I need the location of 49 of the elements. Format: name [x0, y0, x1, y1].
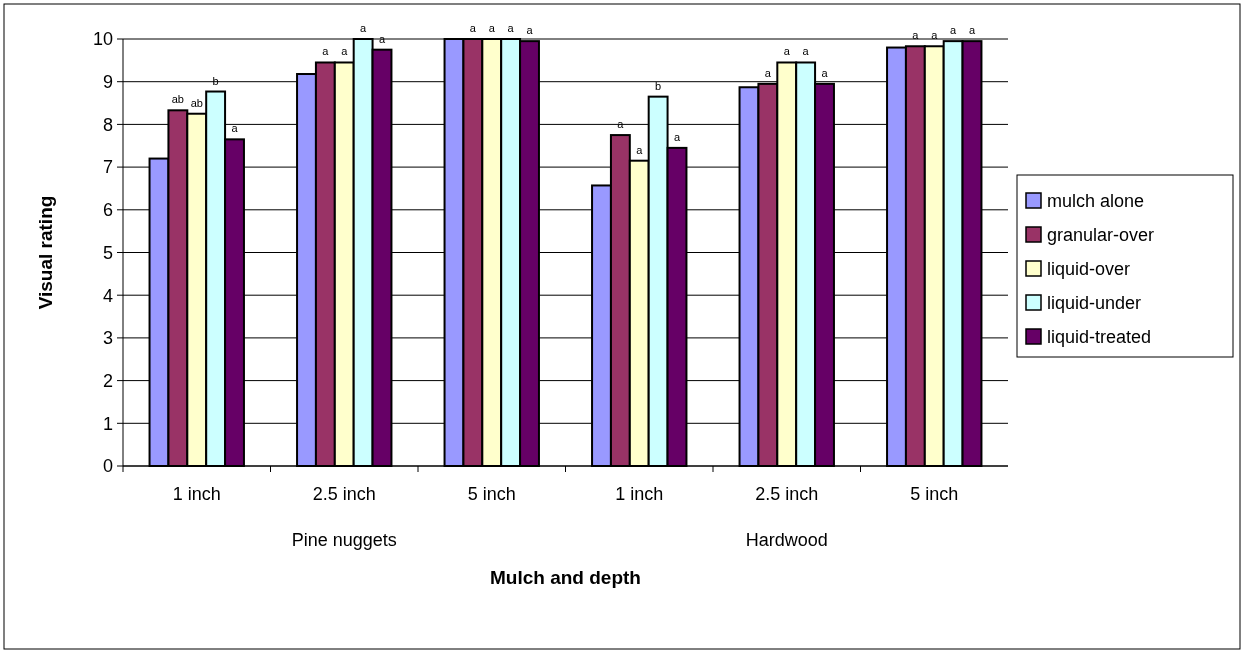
data-label: ab	[190, 96, 203, 109]
y-tick-label: 4	[102, 285, 113, 306]
data-label: a	[341, 45, 349, 58]
y-tick-label: 3	[102, 328, 113, 349]
data-label: a	[322, 45, 330, 58]
y-tick-label: 7	[102, 157, 113, 178]
y-tick-label: 5	[102, 242, 113, 263]
data-label: a	[231, 122, 239, 135]
data-label: b	[212, 74, 219, 87]
data-label: a	[507, 22, 515, 34]
legend-label: liquid-treated	[1047, 327, 1152, 348]
text: Pine nuggets	[291, 530, 397, 550]
x-tick-label: 2.5 inch	[755, 484, 819, 504]
data-label: a	[950, 24, 958, 37]
data-label: a	[783, 45, 791, 58]
text: Hardwood	[745, 530, 828, 550]
x-axis-title: Mulch and depth	[490, 567, 641, 588]
y-tick-label: 1	[102, 413, 113, 434]
data-label: a	[526, 24, 534, 37]
data-label: a	[636, 143, 644, 156]
legend-label: liquid-under	[1047, 293, 1142, 314]
data-label: a	[488, 22, 496, 34]
legend-label: liquid-over	[1047, 259, 1131, 280]
data-label: a	[764, 66, 772, 79]
data-label: a	[912, 29, 920, 42]
data-label: a	[931, 29, 939, 42]
x-tick-label: 5 inch	[467, 484, 516, 504]
data-label: a	[802, 45, 810, 58]
y-tick-label: 0	[102, 456, 113, 477]
x-tick-label: 1 inch	[172, 484, 221, 504]
y-tick-label: 9	[102, 72, 113, 92]
y-tick-label: 2	[102, 370, 113, 391]
data-label: a	[378, 32, 386, 45]
data-label: ab	[171, 93, 184, 106]
x-tick-label: 2.5 inch	[312, 484, 376, 504]
data-label: a	[821, 66, 829, 79]
data-label: a	[673, 130, 681, 143]
y-tick-label: 10	[92, 29, 113, 50]
y-axis-title: Visual rating	[35, 195, 56, 310]
data-label: a	[968, 24, 976, 37]
data-label: b	[655, 79, 662, 92]
data-label: a	[469, 22, 477, 34]
legend-label: granular-over	[1047, 225, 1155, 246]
legend-label: mulch alone	[1047, 191, 1145, 212]
y-tick-label: 8	[102, 114, 113, 135]
y-tick-label: 6	[102, 200, 113, 221]
x-tick-label: 1 inch	[615, 484, 664, 504]
x-tick-label: 5 inch	[910, 484, 959, 504]
data-label: a	[360, 22, 368, 34]
